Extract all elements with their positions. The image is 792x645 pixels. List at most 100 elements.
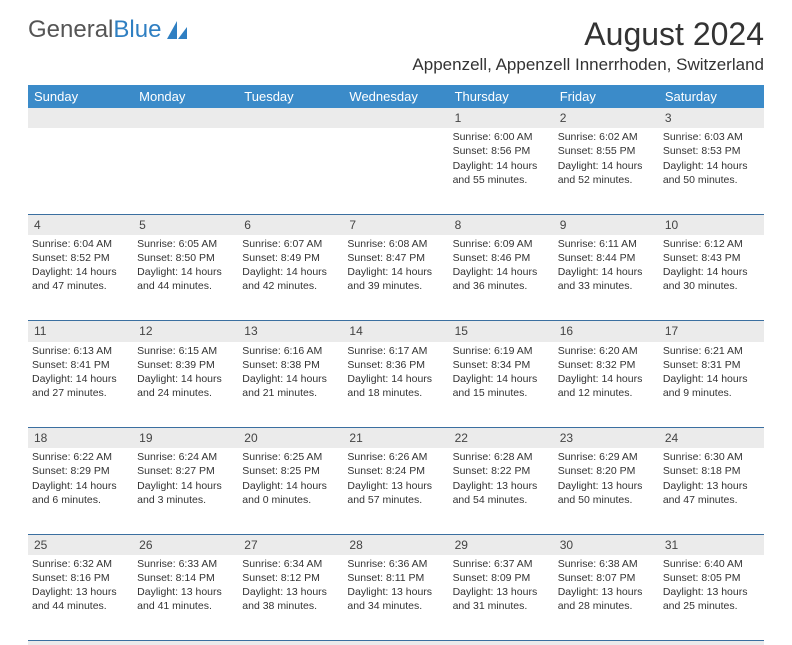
- daylight-line2: and 24 minutes.: [137, 386, 234, 400]
- day-cell: [238, 128, 343, 214]
- sunset-line: Sunset: 8:39 PM: [137, 358, 234, 372]
- day-cell-text: Sunrise: 6:05 AMSunset: 8:50 PMDaylight:…: [137, 237, 234, 294]
- day-number-cell: 2: [554, 108, 659, 128]
- day-number-cell: [238, 108, 343, 128]
- daylight-line1: Daylight: 14 hours: [347, 265, 444, 279]
- day-cell-text: Sunrise: 6:26 AMSunset: 8:24 PMDaylight:…: [347, 450, 444, 507]
- day-number-cell: 22: [449, 428, 554, 449]
- sunrise-line: Sunrise: 6:22 AM: [32, 450, 129, 464]
- daylight-line1: Daylight: 14 hours: [32, 265, 129, 279]
- daylight-line2: and 15 minutes.: [453, 386, 550, 400]
- sunset-line: Sunset: 8:38 PM: [242, 358, 339, 372]
- day-number-row: 11121314151617: [28, 321, 764, 342]
- day-cell: Sunrise: 6:22 AMSunset: 8:29 PMDaylight:…: [28, 448, 133, 534]
- day-cell-text: Sunrise: 6:38 AMSunset: 8:07 PMDaylight:…: [558, 557, 655, 614]
- sunrise-line: Sunrise: 6:09 AM: [453, 237, 550, 251]
- spacer-cell: [659, 641, 764, 645]
- sunset-line: Sunset: 8:46 PM: [453, 251, 550, 265]
- day-cell-text: Sunrise: 6:29 AMSunset: 8:20 PMDaylight:…: [558, 450, 655, 507]
- calendar-table: SundayMondayTuesdayWednesdayThursdayFrid…: [28, 85, 764, 645]
- daylight-line2: and 39 minutes.: [347, 279, 444, 293]
- weekday-header: Tuesday: [238, 85, 343, 108]
- day-cell-text: Sunrise: 6:37 AMSunset: 8:09 PMDaylight:…: [453, 557, 550, 614]
- sunset-line: Sunset: 8:11 PM: [347, 571, 444, 585]
- daylight-line2: and 44 minutes.: [32, 599, 129, 613]
- sunset-line: Sunset: 8:52 PM: [32, 251, 129, 265]
- day-cell: Sunrise: 6:03 AMSunset: 8:53 PMDaylight:…: [659, 128, 764, 214]
- day-cell-text: Sunrise: 6:19 AMSunset: 8:34 PMDaylight:…: [453, 344, 550, 401]
- day-cell: Sunrise: 6:29 AMSunset: 8:20 PMDaylight:…: [554, 448, 659, 534]
- spacer-cell: [133, 641, 238, 645]
- day-number-cell: 6: [238, 214, 343, 235]
- day-number-cell: 20: [238, 428, 343, 449]
- sunrise-line: Sunrise: 6:17 AM: [347, 344, 444, 358]
- day-cell: Sunrise: 6:32 AMSunset: 8:16 PMDaylight:…: [28, 555, 133, 641]
- sunset-line: Sunset: 8:43 PM: [663, 251, 760, 265]
- day-number-cell: 24: [659, 428, 764, 449]
- daylight-line2: and 12 minutes.: [558, 386, 655, 400]
- daylight-line2: and 33 minutes.: [558, 279, 655, 293]
- sunset-line: Sunset: 8:12 PM: [242, 571, 339, 585]
- spacer-cell: [554, 641, 659, 645]
- sunset-line: Sunset: 8:55 PM: [558, 144, 655, 158]
- sunrise-line: Sunrise: 6:15 AM: [137, 344, 234, 358]
- header: GeneralBlue August 2024 Appenzell, Appen…: [28, 16, 764, 75]
- daylight-line2: and 47 minutes.: [32, 279, 129, 293]
- daylight-line2: and 34 minutes.: [347, 599, 444, 613]
- weekday-header: Sunday: [28, 85, 133, 108]
- spacer-cell: [238, 641, 343, 645]
- weekday-header: Saturday: [659, 85, 764, 108]
- day-number-cell: 19: [133, 428, 238, 449]
- day-number-cell: 13: [238, 321, 343, 342]
- day-cell: Sunrise: 6:34 AMSunset: 8:12 PMDaylight:…: [238, 555, 343, 641]
- sunset-line: Sunset: 8:25 PM: [242, 464, 339, 478]
- sunset-line: Sunset: 8:07 PM: [558, 571, 655, 585]
- day-number-cell: 4: [28, 214, 133, 235]
- day-cell: Sunrise: 6:37 AMSunset: 8:09 PMDaylight:…: [449, 555, 554, 641]
- day-cell: Sunrise: 6:20 AMSunset: 8:32 PMDaylight:…: [554, 342, 659, 428]
- logo: GeneralBlue: [28, 16, 189, 44]
- daylight-line1: Daylight: 14 hours: [32, 479, 129, 493]
- day-cell-text: Sunrise: 6:12 AMSunset: 8:43 PMDaylight:…: [663, 237, 760, 294]
- daylight-line2: and 6 minutes.: [32, 493, 129, 507]
- day-cell: Sunrise: 6:04 AMSunset: 8:52 PMDaylight:…: [28, 235, 133, 321]
- sunrise-line: Sunrise: 6:11 AM: [558, 237, 655, 251]
- day-cell: Sunrise: 6:25 AMSunset: 8:25 PMDaylight:…: [238, 448, 343, 534]
- daylight-line2: and 50 minutes.: [663, 173, 760, 187]
- day-cell: Sunrise: 6:30 AMSunset: 8:18 PMDaylight:…: [659, 448, 764, 534]
- day-cell: Sunrise: 6:26 AMSunset: 8:24 PMDaylight:…: [343, 448, 448, 534]
- daylight-line1: Daylight: 14 hours: [558, 265, 655, 279]
- weekday-header: Friday: [554, 85, 659, 108]
- day-cell: [133, 128, 238, 214]
- sunrise-line: Sunrise: 6:05 AM: [137, 237, 234, 251]
- daylight-line2: and 28 minutes.: [558, 599, 655, 613]
- weekday-header: Monday: [133, 85, 238, 108]
- calendar-body: 123Sunrise: 6:00 AMSunset: 8:56 PMDaylig…: [28, 108, 764, 645]
- sunset-line: Sunset: 8:27 PM: [137, 464, 234, 478]
- daylight-line2: and 47 minutes.: [663, 493, 760, 507]
- daylight-line1: Daylight: 13 hours: [663, 585, 760, 599]
- day-cell-text: Sunrise: 6:17 AMSunset: 8:36 PMDaylight:…: [347, 344, 444, 401]
- daylight-line2: and 25 minutes.: [663, 599, 760, 613]
- daylight-line2: and 31 minutes.: [453, 599, 550, 613]
- sunset-line: Sunset: 8:47 PM: [347, 251, 444, 265]
- spacer-cell: [28, 641, 133, 645]
- day-number-cell: 25: [28, 534, 133, 555]
- day-content-row: Sunrise: 6:04 AMSunset: 8:52 PMDaylight:…: [28, 235, 764, 321]
- sunrise-line: Sunrise: 6:26 AM: [347, 450, 444, 464]
- daylight-line1: Daylight: 13 hours: [558, 479, 655, 493]
- sunset-line: Sunset: 8:22 PM: [453, 464, 550, 478]
- day-cell: Sunrise: 6:28 AMSunset: 8:22 PMDaylight:…: [449, 448, 554, 534]
- day-cell: Sunrise: 6:15 AMSunset: 8:39 PMDaylight:…: [133, 342, 238, 428]
- sunrise-line: Sunrise: 6:20 AM: [558, 344, 655, 358]
- sunrise-line: Sunrise: 6:13 AM: [32, 344, 129, 358]
- daylight-line1: Daylight: 13 hours: [558, 585, 655, 599]
- day-cell: [343, 128, 448, 214]
- sunrise-line: Sunrise: 6:19 AM: [453, 344, 550, 358]
- location: Appenzell, Appenzell Innerrhoden, Switze…: [412, 55, 764, 75]
- logo-part1: General: [28, 16, 113, 43]
- sunrise-line: Sunrise: 6:30 AM: [663, 450, 760, 464]
- day-cell-text: Sunrise: 6:13 AMSunset: 8:41 PMDaylight:…: [32, 344, 129, 401]
- day-number-cell: 5: [133, 214, 238, 235]
- day-cell-text: Sunrise: 6:16 AMSunset: 8:38 PMDaylight:…: [242, 344, 339, 401]
